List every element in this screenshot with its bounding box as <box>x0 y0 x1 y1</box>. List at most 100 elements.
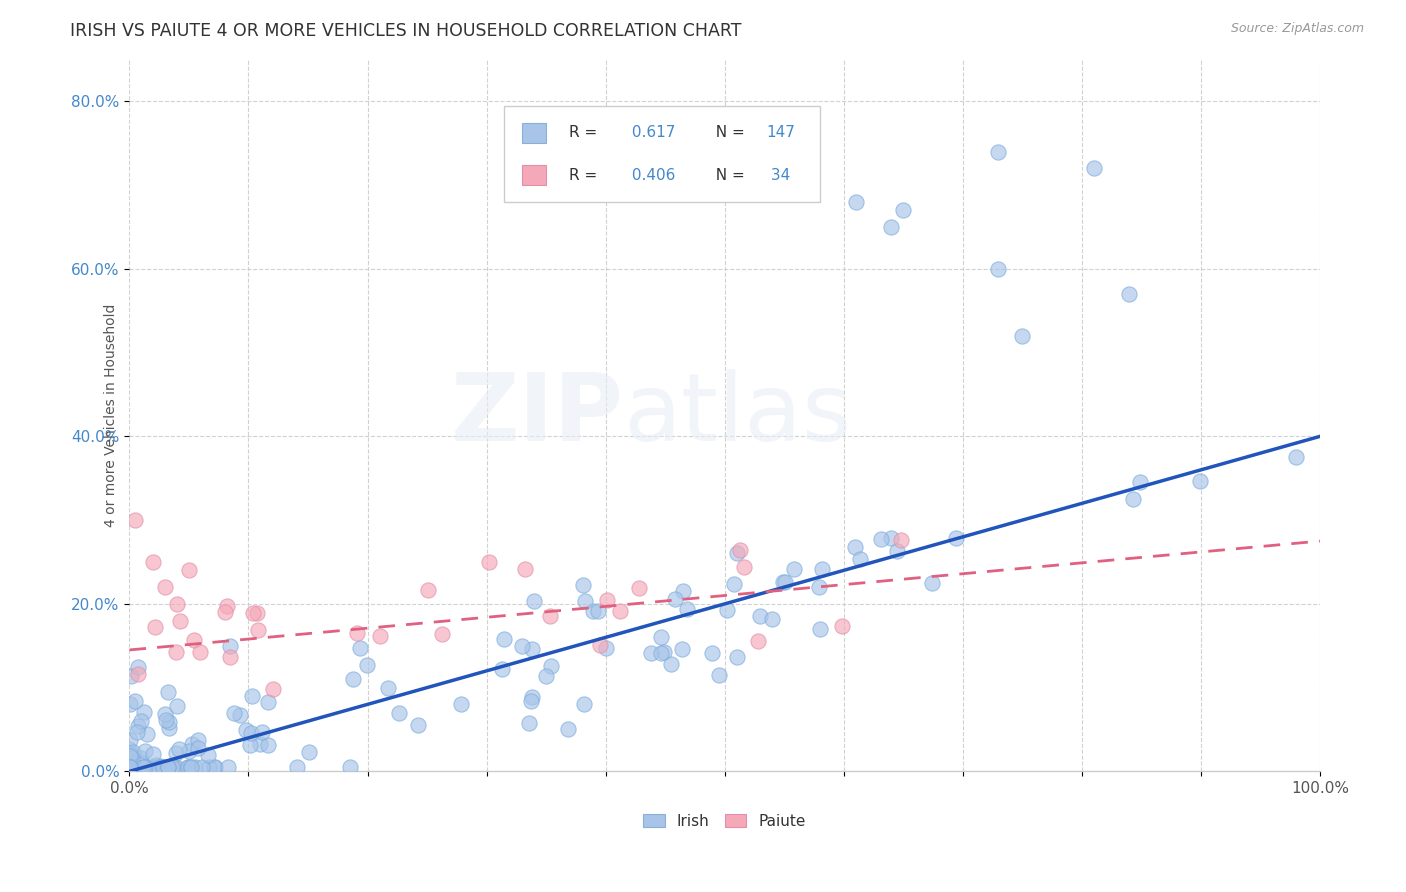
Point <box>640 646 662 660</box>
Point <box>180 760 202 774</box>
Point <box>190 644 212 658</box>
Point <box>180 760 202 774</box>
Point <box>165 760 187 774</box>
Point <box>180 737 202 751</box>
Point <box>596 593 619 607</box>
Point <box>166 698 188 713</box>
Point <box>675 602 697 616</box>
Point <box>572 698 595 712</box>
Point <box>538 609 561 624</box>
Point <box>1118 287 1140 301</box>
Point <box>155 713 177 727</box>
Point <box>811 562 834 576</box>
Point <box>134 760 156 774</box>
Point <box>169 614 191 628</box>
Point <box>534 669 557 683</box>
Point <box>177 760 200 774</box>
Text: IRISH VS PAIUTE 4 OR MORE VEHICLES IN HOUSEHOLD CORRELATION CHART: IRISH VS PAIUTE 4 OR MORE VEHICLES IN HO… <box>70 22 742 40</box>
Point <box>153 706 176 721</box>
Point <box>1189 474 1212 488</box>
Point <box>491 662 513 676</box>
Point <box>135 727 157 741</box>
Point <box>219 650 242 665</box>
Point <box>406 718 429 732</box>
Point <box>242 606 264 620</box>
Point <box>672 583 695 598</box>
Point <box>157 760 180 774</box>
Legend: Irish, Paiute: Irish, Paiute <box>637 807 813 835</box>
Point <box>520 694 543 708</box>
Point <box>197 747 219 762</box>
Point <box>921 576 943 591</box>
Point <box>142 747 165 762</box>
Point <box>886 544 908 558</box>
Point <box>1129 475 1152 490</box>
Point <box>520 641 543 656</box>
Point <box>1285 450 1308 465</box>
Text: N =: N = <box>706 125 749 140</box>
Point <box>156 760 179 774</box>
Point <box>716 603 738 617</box>
Point <box>586 604 609 618</box>
Point <box>124 760 146 774</box>
Point <box>149 759 172 773</box>
Point <box>118 760 141 774</box>
Point <box>478 555 501 569</box>
Point <box>287 760 309 774</box>
Point <box>202 760 225 774</box>
FancyBboxPatch shape <box>505 106 820 202</box>
Point <box>650 646 672 660</box>
Point <box>650 630 672 644</box>
Text: R =: R = <box>569 168 603 183</box>
Point <box>671 641 693 656</box>
Point <box>339 760 361 774</box>
Point <box>377 681 399 695</box>
Point <box>702 646 724 660</box>
Point <box>368 629 391 643</box>
Point <box>235 723 257 737</box>
Point <box>142 555 165 569</box>
Point <box>707 668 730 682</box>
Point <box>191 760 214 774</box>
Point <box>879 531 901 545</box>
Point <box>540 658 562 673</box>
Point <box>659 657 682 672</box>
Point <box>187 732 209 747</box>
Point <box>187 740 209 755</box>
Point <box>808 622 831 636</box>
Point <box>121 745 143 759</box>
Point <box>120 669 142 683</box>
Point <box>987 145 1010 159</box>
Point <box>118 760 141 774</box>
Point <box>153 580 176 594</box>
Point <box>880 220 903 235</box>
Point <box>492 632 515 646</box>
Point <box>652 645 675 659</box>
Point <box>723 577 745 591</box>
Point <box>783 562 806 576</box>
Point <box>165 645 187 659</box>
Point <box>179 744 201 758</box>
Point <box>229 708 252 723</box>
Text: Source: ZipAtlas.com: Source: ZipAtlas.com <box>1230 22 1364 36</box>
Point <box>134 743 156 757</box>
Point <box>124 693 146 707</box>
Point <box>249 737 271 751</box>
Point <box>162 760 184 774</box>
Point <box>121 760 143 774</box>
Point <box>589 638 612 652</box>
Point <box>945 531 967 545</box>
Point <box>1011 329 1033 343</box>
Point <box>1083 161 1105 176</box>
Point <box>349 641 371 656</box>
Point <box>120 760 142 774</box>
Point <box>129 751 152 765</box>
Text: 0.406: 0.406 <box>627 168 675 183</box>
Point <box>430 627 453 641</box>
Point <box>733 560 755 574</box>
Point <box>143 760 166 774</box>
Point <box>157 715 180 730</box>
Point <box>761 612 783 626</box>
Point <box>727 649 749 664</box>
Point <box>845 194 868 209</box>
